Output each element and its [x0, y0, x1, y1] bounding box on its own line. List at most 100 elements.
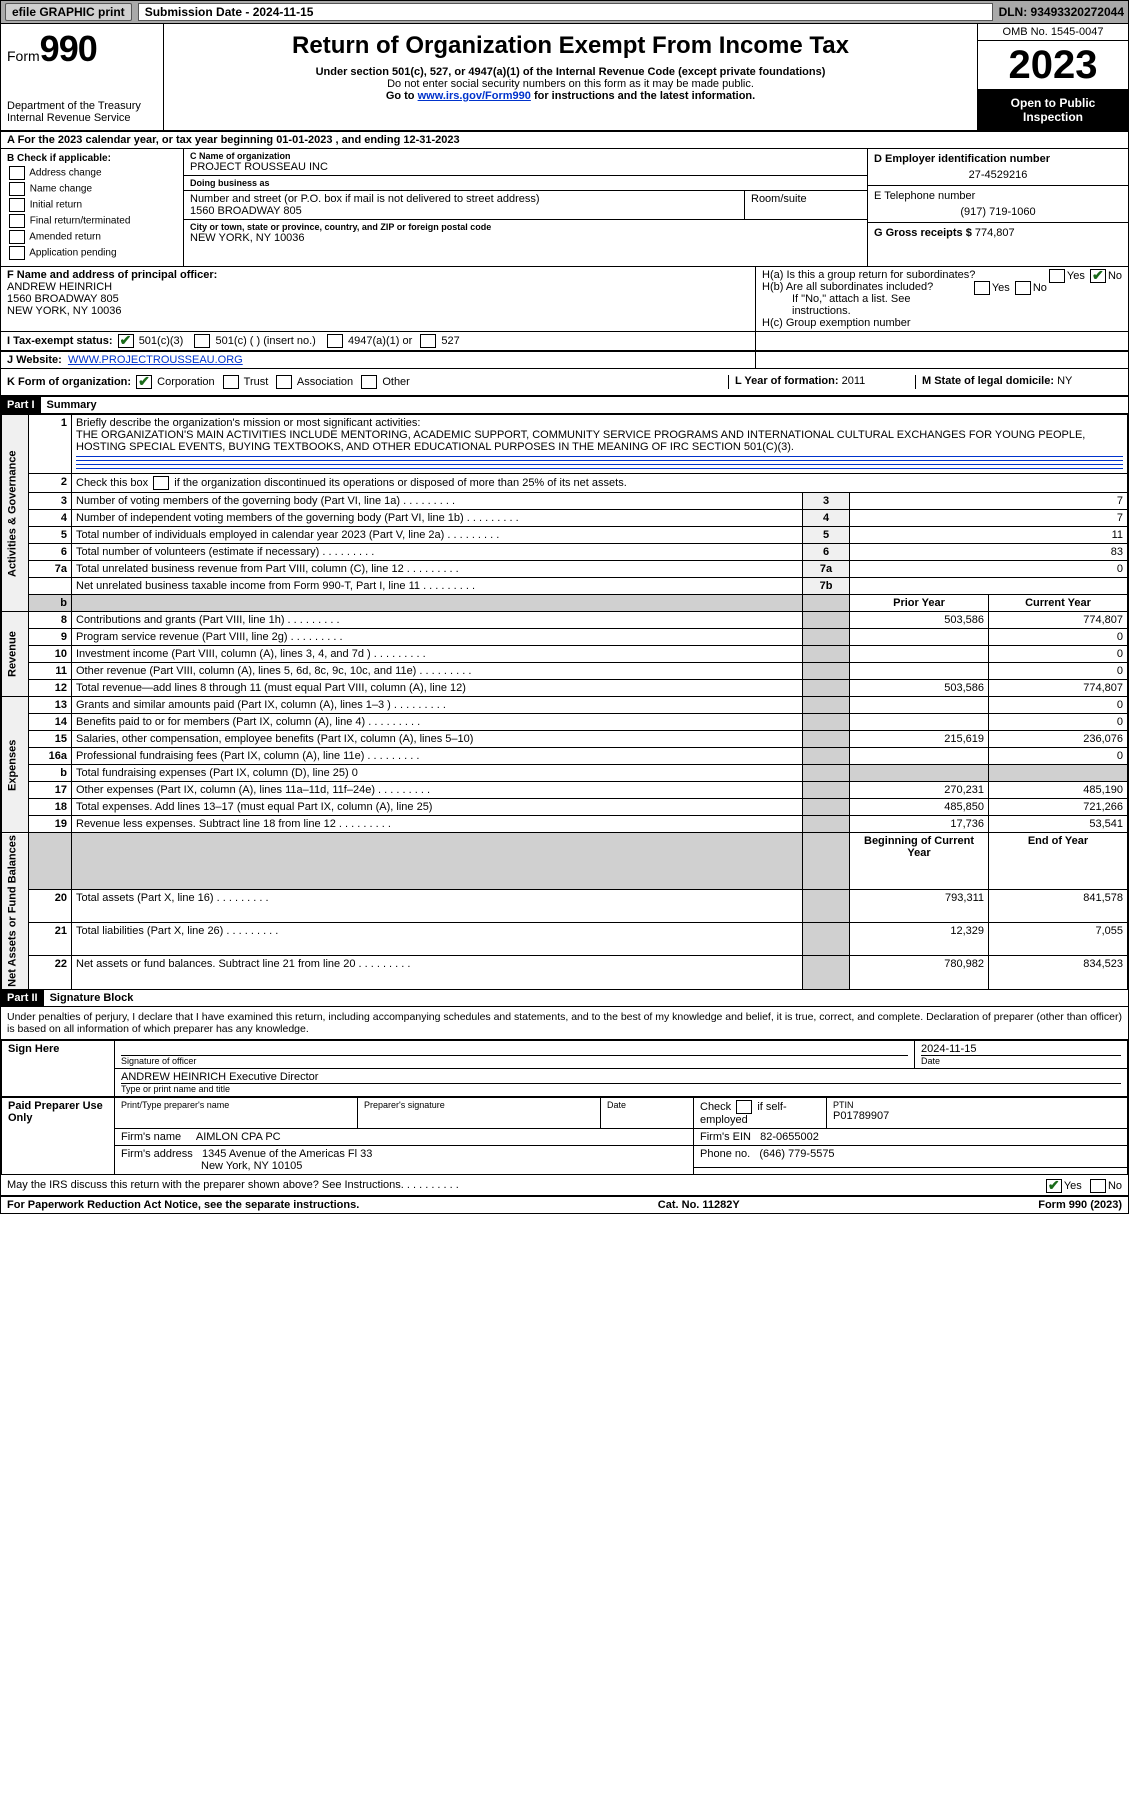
chk-final-return[interactable]	[9, 214, 25, 228]
form-title: Return of Organization Exempt From Incom…	[170, 32, 971, 60]
goto-post: for instructions and the latest informat…	[531, 90, 755, 102]
chk-501c[interactable]	[194, 334, 210, 348]
chk-assoc[interactable]	[276, 375, 292, 389]
website-link[interactable]: WWW.PROJECTROUSSEAU.ORG	[68, 354, 243, 366]
hb-note: If "No," attach a list. See instructions…	[762, 293, 1122, 317]
goto-pre: Go to	[386, 90, 418, 102]
line-13-cy: 0	[989, 697, 1128, 714]
paid-preparer-label: Paid Preparer Use Only	[2, 1097, 115, 1174]
line-22-desc: Net assets or fund balances. Subtract li…	[72, 956, 803, 989]
line-2-num: 2	[29, 474, 72, 493]
chk-initial-return[interactable]	[9, 198, 25, 212]
chk-527[interactable]	[420, 334, 436, 348]
prep-name-label: Print/Type preparer's name	[121, 1100, 351, 1110]
line-12-py: 503,586	[850, 680, 989, 697]
city-value: NEW YORK, NY 10036	[190, 232, 861, 244]
topbar: efile GRAPHIC print Submission Date - 20…	[1, 1, 1128, 24]
part1-tag: Part I	[1, 397, 41, 413]
chk-self-employed[interactable]	[736, 1100, 752, 1114]
room-label: Room/suite	[751, 193, 861, 205]
perjury-text: Under penalties of perjury, I declare th…	[1, 1007, 1128, 1040]
footer-mid: Cat. No. 11282Y	[658, 1199, 740, 1211]
addr-label: Number and street (or P.O. box if mail i…	[190, 193, 738, 205]
prep-sig-label: Preparer's signature	[364, 1100, 594, 1110]
line-13-desc: Grants and similar amounts paid (Part IX…	[72, 697, 803, 714]
footer-left: For Paperwork Reduction Act Notice, see …	[7, 1199, 359, 1211]
efile-print-button[interactable]: efile GRAPHIC print	[5, 3, 132, 21]
line-11-desc: Other revenue (Part VIII, column (A), li…	[72, 663, 803, 680]
line-6-val: 83	[850, 544, 1128, 561]
ha-yes[interactable]	[1049, 269, 1065, 283]
col-c: C Name of organization PROJECT ROUSSEAU …	[184, 149, 867, 266]
discuss-no[interactable]	[1090, 1179, 1106, 1193]
ptin-value: P01789907	[833, 1110, 1121, 1122]
line-14-cy: 0	[989, 714, 1128, 731]
line-4-desc: Number of independent voting members of …	[72, 510, 803, 527]
line-8-cy: 774,807	[989, 612, 1128, 629]
firm-ein: 82-0655002	[760, 1131, 819, 1143]
officer-name: ANDREW HEINRICH	[7, 281, 749, 293]
subtitle-2: Do not enter social security numbers on …	[170, 78, 971, 90]
ha-no[interactable]	[1090, 269, 1106, 283]
line-1-text: THE ORGANIZATION'S MAIN ACTIVITIES INCLU…	[76, 429, 1085, 453]
hb-yes[interactable]	[974, 281, 990, 295]
footer: For Paperwork Reduction Act Notice, see …	[1, 1197, 1128, 1213]
summary-table: Activities & Governance 1 Briefly descri…	[1, 414, 1128, 990]
part2-tag: Part II	[1, 990, 44, 1006]
tax-year: 2023	[978, 41, 1128, 90]
line-21-cy: 7,055	[989, 923, 1128, 956]
side-net-assets: Net Assets or Fund Balances	[2, 833, 29, 990]
discuss-row: May the IRS discuss this return with the…	[1, 1175, 1128, 1197]
tax-exempt-label: I Tax-exempt status:	[7, 335, 113, 347]
main-info: B Check if applicable: Address change Na…	[1, 149, 1128, 267]
col-defg: D Employer identification number 27-4529…	[867, 149, 1128, 266]
chk-name-change[interactable]	[9, 182, 25, 196]
header-center: Return of Organization Exempt From Incom…	[164, 24, 977, 130]
header-left: Form990 Department of the Treasury Inter…	[1, 24, 164, 130]
firm-name-label: Firm's name	[121, 1131, 181, 1143]
phone-label: E Telephone number	[874, 190, 1122, 202]
head-current-year: Current Year	[989, 595, 1128, 612]
line-10-cy: 0	[989, 646, 1128, 663]
line-17-py: 270,231	[850, 782, 989, 799]
line-16b-desc: Total fundraising expenses (Part IX, col…	[72, 765, 803, 782]
chk-discontinued[interactable]	[153, 476, 169, 490]
line-12-desc: Total revenue—add lines 8 through 11 (mu…	[72, 680, 803, 697]
chk-address-change[interactable]	[9, 166, 25, 180]
org-name-label: C Name of organization	[190, 151, 861, 161]
officer-addr1: 1560 BROADWAY 805	[7, 293, 749, 305]
chk-corp[interactable]	[136, 375, 152, 389]
gross-receipts-value: 774,807	[975, 227, 1015, 239]
row-j: J Website: WWW.PROJECTROUSSEAU.ORG	[1, 352, 1128, 369]
line-7b-val	[850, 578, 1128, 595]
dln: DLN: 93493320272044	[999, 5, 1124, 19]
part2-title: Signature Block	[44, 990, 140, 1006]
city-label: City or town, state or province, country…	[190, 222, 861, 232]
year-formation-label: L Year of formation:	[735, 375, 839, 387]
chk-4947[interactable]	[327, 334, 343, 348]
sign-here-label: Sign Here	[2, 1040, 115, 1096]
hb-no[interactable]	[1015, 281, 1031, 295]
irs-link[interactable]: www.irs.gov/Form990	[418, 90, 531, 102]
chk-other[interactable]	[361, 375, 377, 389]
chk-501c3[interactable]	[118, 334, 134, 348]
discuss-text: May the IRS discuss this return with the…	[7, 1179, 459, 1191]
hb-label: H(b) Are all subordinates included?	[762, 281, 933, 293]
website-label: J Website:	[7, 354, 62, 366]
col-b: B Check if applicable: Address change Na…	[1, 149, 184, 266]
chk-application-pending[interactable]	[9, 246, 25, 260]
chk-amended-return[interactable]	[9, 230, 25, 244]
dba-label: Doing business as	[190, 178, 861, 188]
line-21-py: 12,329	[850, 923, 989, 956]
ha-label: H(a) Is this a group return for subordin…	[762, 269, 975, 281]
org-name: PROJECT ROUSSEAU INC	[190, 161, 861, 173]
discuss-yes[interactable]	[1046, 1179, 1062, 1193]
line-5-desc: Total number of individuals employed in …	[72, 527, 803, 544]
line-8-py: 503,586	[850, 612, 989, 629]
line-20-py: 793,311	[850, 889, 989, 922]
line-4-val: 7	[850, 510, 1128, 527]
state-domicile-label: M State of legal domicile:	[922, 375, 1054, 387]
chk-trust[interactable]	[223, 375, 239, 389]
head-prior-year: Prior Year	[850, 595, 989, 612]
firm-addr1: 1345 Avenue of the Americas Fl 33	[202, 1148, 372, 1160]
